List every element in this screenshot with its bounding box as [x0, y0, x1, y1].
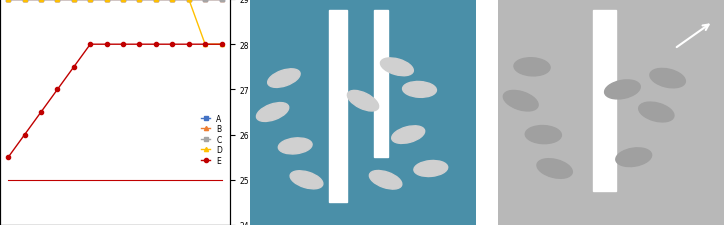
- E: [168, 44, 176, 46]
- D: [217, 44, 226, 46]
- B: [4, 0, 12, 1]
- Ellipse shape: [391, 127, 425, 143]
- Ellipse shape: [638, 104, 674, 122]
- E: [102, 44, 111, 46]
- Ellipse shape: [290, 172, 323, 188]
- C: [152, 0, 160, 1]
- C: [217, 0, 226, 1]
- A: [37, 0, 46, 1]
- E: [152, 44, 160, 46]
- Bar: [329, 11, 347, 202]
- D: [102, 0, 111, 1]
- Bar: [375, 11, 388, 157]
- C: [168, 0, 176, 1]
- D: [53, 0, 62, 1]
- D: [119, 0, 128, 1]
- Ellipse shape: [616, 147, 651, 168]
- D: [168, 0, 176, 1]
- Line: D: D: [6, 0, 224, 47]
- E: [184, 44, 193, 46]
- Ellipse shape: [278, 138, 312, 154]
- Ellipse shape: [605, 80, 640, 100]
- Ellipse shape: [380, 59, 414, 76]
- C: [70, 0, 78, 1]
- D: [86, 0, 94, 1]
- C: [86, 0, 94, 1]
- A: [102, 0, 111, 1]
- A: [20, 0, 29, 1]
- Bar: [593, 11, 616, 191]
- D: [201, 44, 210, 46]
- E: [4, 156, 12, 159]
- B: [37, 0, 46, 1]
- C: [20, 0, 29, 1]
- B: [53, 0, 62, 1]
- Ellipse shape: [403, 82, 436, 98]
- C: [119, 0, 128, 1]
- A: [152, 0, 160, 1]
- B: [20, 0, 29, 1]
- Ellipse shape: [526, 125, 561, 145]
- E: [86, 44, 94, 46]
- Legend: A, B, C, D, E: A, B, C, D, E: [200, 112, 224, 166]
- Line: C: C: [6, 0, 224, 2]
- D: [184, 0, 193, 1]
- Ellipse shape: [415, 160, 447, 178]
- B: [201, 0, 210, 1]
- A: [168, 0, 176, 1]
- C: [53, 0, 62, 1]
- B: [135, 0, 144, 1]
- E: [53, 89, 62, 91]
- Line: A: A: [6, 0, 224, 2]
- A: [70, 0, 78, 1]
- E: [135, 44, 144, 46]
- D: [70, 0, 78, 1]
- B: [119, 0, 128, 1]
- Ellipse shape: [257, 102, 288, 123]
- Ellipse shape: [269, 68, 299, 89]
- A: [4, 0, 12, 1]
- Ellipse shape: [346, 93, 380, 109]
- E: [70, 66, 78, 69]
- B: [152, 0, 160, 1]
- E: [217, 44, 226, 46]
- Ellipse shape: [514, 58, 550, 76]
- B: [217, 0, 226, 1]
- C: [184, 0, 193, 1]
- C: [201, 0, 210, 1]
- B: [168, 0, 176, 1]
- C: [135, 0, 144, 1]
- D: [4, 0, 12, 1]
- Ellipse shape: [537, 160, 573, 178]
- D: [20, 0, 29, 1]
- Ellipse shape: [370, 170, 401, 190]
- A: [119, 0, 128, 1]
- D: [37, 0, 46, 1]
- E: [37, 111, 46, 114]
- B: [86, 0, 94, 1]
- D: [152, 0, 160, 1]
- Ellipse shape: [503, 92, 539, 111]
- E: [201, 44, 210, 46]
- E: [20, 134, 29, 136]
- C: [4, 0, 12, 1]
- A: [135, 0, 144, 1]
- A: [217, 0, 226, 1]
- C: [102, 0, 111, 1]
- Line: B: B: [6, 0, 224, 2]
- Ellipse shape: [650, 69, 685, 88]
- A: [201, 0, 210, 1]
- A: [53, 0, 62, 1]
- A: [86, 0, 94, 1]
- C: [37, 0, 46, 1]
- B: [70, 0, 78, 1]
- Line: E: E: [6, 43, 224, 160]
- A: [184, 0, 193, 1]
- B: [184, 0, 193, 1]
- E: [119, 44, 128, 46]
- D: [135, 0, 144, 1]
- Y-axis label: Water temperature (°C): Water temperature (°C): [255, 63, 264, 162]
- B: [102, 0, 111, 1]
